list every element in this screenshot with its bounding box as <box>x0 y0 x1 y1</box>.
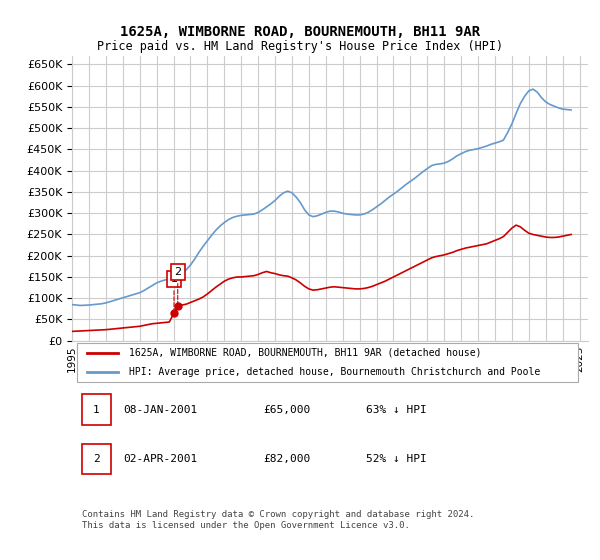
FancyBboxPatch shape <box>82 394 110 425</box>
Text: 52% ↓ HPI: 52% ↓ HPI <box>366 454 427 464</box>
Text: £82,000: £82,000 <box>263 454 310 464</box>
Text: Price paid vs. HM Land Registry's House Price Index (HPI): Price paid vs. HM Land Registry's House … <box>97 40 503 53</box>
FancyBboxPatch shape <box>77 343 578 382</box>
FancyBboxPatch shape <box>82 444 110 474</box>
Text: £65,000: £65,000 <box>263 405 310 415</box>
Text: 2: 2 <box>174 267 181 303</box>
Text: 08-JAN-2001: 08-JAN-2001 <box>124 405 198 415</box>
Text: 1625A, WIMBORNE ROAD, BOURNEMOUTH, BH11 9AR: 1625A, WIMBORNE ROAD, BOURNEMOUTH, BH11 … <box>120 25 480 39</box>
Text: 2: 2 <box>93 454 100 464</box>
Text: 1: 1 <box>170 274 178 310</box>
Text: Contains HM Land Registry data © Crown copyright and database right 2024.
This d: Contains HM Land Registry data © Crown c… <box>82 511 475 530</box>
Text: HPI: Average price, detached house, Bournemouth Christchurch and Poole: HPI: Average price, detached house, Bour… <box>129 367 540 377</box>
Text: 1: 1 <box>93 405 100 415</box>
Text: 63% ↓ HPI: 63% ↓ HPI <box>366 405 427 415</box>
Text: 02-APR-2001: 02-APR-2001 <box>124 454 198 464</box>
Text: 1625A, WIMBORNE ROAD, BOURNEMOUTH, BH11 9AR (detached house): 1625A, WIMBORNE ROAD, BOURNEMOUTH, BH11 … <box>129 348 481 358</box>
